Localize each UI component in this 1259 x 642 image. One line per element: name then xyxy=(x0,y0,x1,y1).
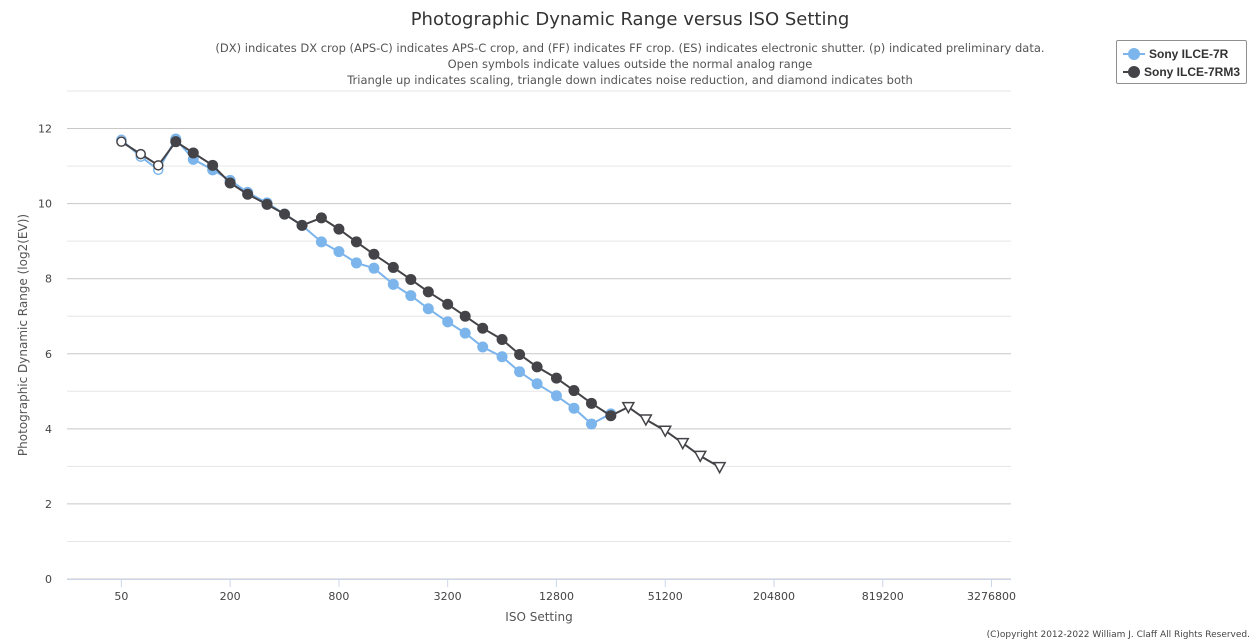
y-tick-label: 10 xyxy=(38,198,52,211)
data-point xyxy=(459,310,471,322)
data-point-triangle-down xyxy=(658,425,672,438)
data-point xyxy=(550,390,562,402)
data-point-triangle-down xyxy=(621,401,636,415)
x-tick-label: 51200 xyxy=(648,590,683,603)
data-point-open xyxy=(135,148,147,160)
data-point-triangle-down xyxy=(639,414,653,427)
y-tick-label: 12 xyxy=(38,123,52,136)
chart-subtitle-line-2: Open symbols indicate values outside the… xyxy=(448,57,813,71)
data-point xyxy=(514,349,526,361)
data-point xyxy=(315,212,327,224)
x-tick-label: 819200 xyxy=(862,590,904,603)
x-tick-label: 50 xyxy=(114,590,128,603)
y-tick-label: 0 xyxy=(45,573,52,586)
data-point xyxy=(187,147,199,159)
chart-subtitle-line-3: Triangle up indicates scaling, triangle … xyxy=(346,73,913,87)
data-point xyxy=(368,262,380,274)
data-point xyxy=(496,334,508,346)
y-tick-label: 6 xyxy=(45,348,52,361)
grid-lines xyxy=(67,90,1011,580)
data-point xyxy=(422,303,434,315)
y-tick-label: 8 xyxy=(45,273,52,286)
data-point xyxy=(333,223,345,235)
x-tick-label: 204800 xyxy=(753,590,795,603)
data-point xyxy=(405,273,417,285)
data-point xyxy=(550,372,562,384)
legend-item-ilce-7r[interactable]: Sony ILCE-7R xyxy=(1123,45,1240,63)
data-point xyxy=(477,341,489,353)
x-tick-label: 3276800 xyxy=(967,590,1016,603)
chart-title: Photographic Dynamic Range versus ISO Se… xyxy=(411,9,850,30)
data-point xyxy=(350,257,362,269)
data-point xyxy=(496,351,508,363)
legend-marker-icon xyxy=(1123,66,1140,78)
data-point xyxy=(279,208,291,220)
series-ilce-7rm3 xyxy=(116,136,727,475)
data-point xyxy=(405,290,417,302)
y-tick-label: 2 xyxy=(45,498,52,511)
legend-marker-icon xyxy=(1123,48,1145,60)
legend-item-ilce-7rm3[interactable]: Sony ILCE-7RM3 xyxy=(1123,63,1240,81)
copyright-notice: (C)opyright 2012-2022 William J. Claff A… xyxy=(987,630,1250,640)
data-point-triangle-down xyxy=(712,461,727,475)
data-point xyxy=(442,298,454,310)
data-point xyxy=(605,410,617,422)
data-point-open xyxy=(116,136,127,147)
series-line xyxy=(120,137,612,426)
data-point xyxy=(242,188,254,200)
data-point xyxy=(585,418,597,430)
data-point xyxy=(350,236,362,248)
data-point-open xyxy=(153,160,164,171)
data-point xyxy=(459,327,471,339)
data-point xyxy=(315,236,327,248)
data-point xyxy=(224,177,236,189)
data-point xyxy=(568,402,580,414)
data-point xyxy=(568,385,580,397)
y-tick-label: 4 xyxy=(45,423,52,436)
x-tick-label: 200 xyxy=(220,590,241,603)
data-point xyxy=(442,316,454,328)
data-point xyxy=(422,286,434,298)
axes: 50 200 800 3200 12800 51200 204800 819200 327680… xyxy=(38,123,1016,603)
x-tick-label: 3200 xyxy=(434,590,462,603)
chart-subtitle-line-1: (DX) indicates DX crop (APS-C) indicates… xyxy=(215,41,1044,55)
chart-legend: Sony ILCE-7R Sony ILCE-7RM3 xyxy=(1116,40,1247,84)
data-point xyxy=(531,378,543,390)
legend-label-ilce-7r: Sony ILCE-7R xyxy=(1149,47,1229,61)
data-point xyxy=(207,159,219,171)
data-point xyxy=(514,366,526,378)
data-point xyxy=(368,248,380,260)
data-point xyxy=(387,278,399,290)
series-ilce-7r xyxy=(116,133,617,430)
data-point xyxy=(531,361,543,373)
x-tick-label: 800 xyxy=(328,590,349,603)
data-point xyxy=(261,198,273,210)
legend-label-ilce-7rm3: Sony ILCE-7RM3 xyxy=(1143,65,1240,79)
data-point xyxy=(333,246,345,258)
data-point xyxy=(585,397,597,409)
data-point xyxy=(387,261,399,273)
data-point xyxy=(296,219,308,231)
x-tick-label: 12800 xyxy=(539,590,574,603)
data-point xyxy=(477,322,489,334)
x-axis-title: ISO Setting xyxy=(505,610,572,624)
y-axis-title: Photographic Dynamic Range (log2(EV)) xyxy=(16,214,30,456)
data-point-triangle-down xyxy=(693,450,708,463)
data-point-triangle-down xyxy=(675,437,690,451)
data-point xyxy=(170,136,182,148)
series-line xyxy=(120,140,721,468)
series-plot-area xyxy=(116,133,727,475)
